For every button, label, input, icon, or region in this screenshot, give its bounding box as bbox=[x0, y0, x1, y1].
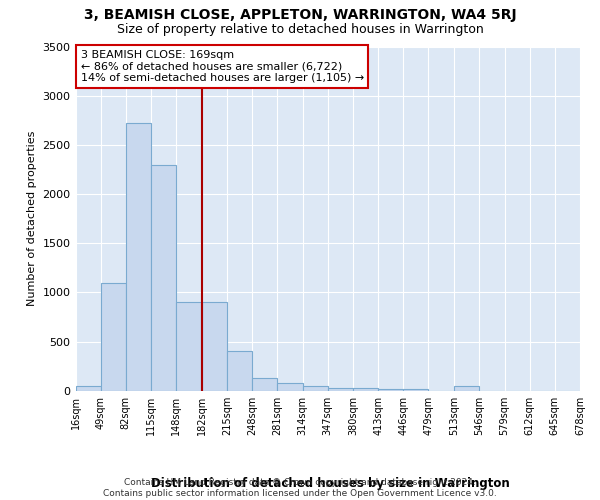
Bar bbox=[176, 302, 201, 391]
Text: Distribution of detached houses by size in Warrington: Distribution of detached houses by size … bbox=[151, 477, 509, 490]
Bar bbox=[101, 282, 126, 391]
Bar bbox=[403, 389, 428, 391]
Bar bbox=[126, 123, 151, 391]
Bar bbox=[76, 386, 101, 391]
Text: 3 BEAMISH CLOSE: 169sqm
← 86% of detached houses are smaller (6,722)
14% of semi: 3 BEAMISH CLOSE: 169sqm ← 86% of detache… bbox=[80, 50, 364, 83]
Bar bbox=[277, 384, 302, 391]
Bar bbox=[302, 386, 328, 391]
Text: Size of property relative to detached houses in Warrington: Size of property relative to detached ho… bbox=[116, 22, 484, 36]
Bar bbox=[328, 388, 353, 391]
Bar bbox=[378, 389, 403, 391]
Text: Contains HM Land Registry data © Crown copyright and database right 2024.
Contai: Contains HM Land Registry data © Crown c… bbox=[103, 478, 497, 498]
Text: 3, BEAMISH CLOSE, APPLETON, WARRINGTON, WA4 5RJ: 3, BEAMISH CLOSE, APPLETON, WARRINGTON, … bbox=[83, 8, 517, 22]
Bar bbox=[151, 164, 176, 391]
Y-axis label: Number of detached properties: Number of detached properties bbox=[27, 131, 37, 306]
Bar bbox=[227, 352, 253, 391]
Bar bbox=[253, 378, 277, 391]
Bar bbox=[202, 302, 227, 391]
Bar bbox=[353, 388, 378, 391]
Bar bbox=[454, 386, 479, 391]
